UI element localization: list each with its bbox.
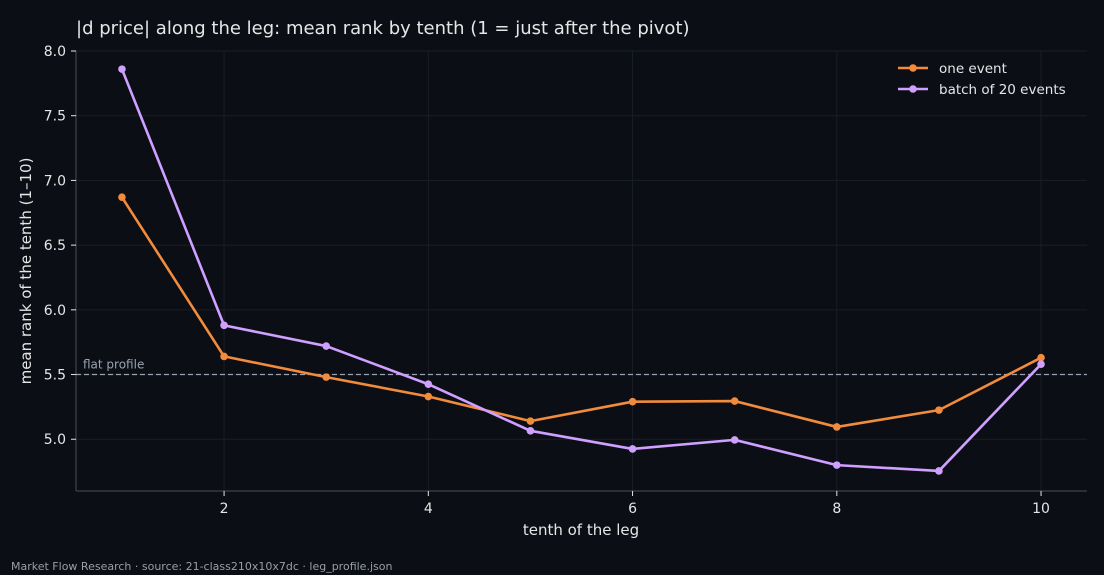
series-line: [120, 68, 1042, 473]
data-point: [833, 423, 841, 431]
y-axis-label: mean rank of the tenth (1–10): [17, 158, 35, 385]
reference-line-group: flat profile: [76, 358, 1087, 376]
data-point: [1037, 353, 1045, 362]
data-point: [730, 397, 739, 405]
data-point: [220, 352, 228, 361]
data-point: [526, 427, 535, 435]
legend: one event batch of 20 events: [898, 61, 1066, 98]
data-point: [424, 380, 433, 389]
data-point: [833, 461, 841, 469]
legend-swatch-marker: [909, 64, 917, 72]
data-point: [118, 65, 126, 73]
data-point: [1037, 360, 1045, 368]
y-tick-label: 7.5: [44, 109, 66, 125]
x-tick-label: 4: [424, 501, 433, 517]
y-tick-label: 6.5: [44, 238, 66, 254]
chart-title: |d price| along the leg: mean rank by te…: [76, 18, 690, 39]
series-1: [118, 65, 1045, 475]
data-point: [628, 445, 637, 453]
data-point: [526, 417, 535, 425]
y-tick-label: 7.0: [44, 173, 66, 189]
legend-label: one event: [939, 61, 1007, 77]
legend-item-1: batch of 20 events: [898, 82, 1066, 98]
data-point: [322, 373, 330, 381]
legend-swatch-marker: [909, 85, 917, 93]
data-point: [322, 342, 330, 350]
reference-line-label: flat profile: [83, 358, 144, 372]
x-tick-label: 8: [832, 501, 841, 517]
x-axis-label: tenth of the leg: [523, 521, 639, 539]
legend-label: batch of 20 events: [939, 82, 1066, 98]
data-point: [424, 392, 433, 401]
x-tick-label: 10: [1032, 501, 1050, 517]
series-group: [118, 65, 1045, 475]
series-line: [120, 196, 1042, 429]
series-0: [118, 193, 1045, 431]
y-tick-label: 5.5: [44, 368, 66, 384]
x-tick-label: 2: [220, 501, 229, 517]
y-tick-label: 8.0: [44, 44, 66, 60]
data-point: [935, 406, 943, 414]
x-tick-label: 6: [628, 501, 637, 517]
data-point: [118, 193, 126, 202]
data-point: [730, 436, 739, 444]
footer-source: Market Flow Research · source: 21-class2…: [11, 560, 393, 573]
grid: [76, 50, 1087, 491]
axes: 2 4 6 8 10 5.0 5.5 6.0 6.5 7.0 7.5 8.0: [44, 44, 1087, 517]
y-tick-label: 5.0: [44, 432, 66, 448]
y-tick-label: 6.0: [44, 303, 66, 319]
data-point: [628, 397, 637, 406]
data-point: [935, 467, 943, 475]
legend-item-0: one event: [898, 61, 1007, 77]
data-point: [220, 321, 228, 330]
